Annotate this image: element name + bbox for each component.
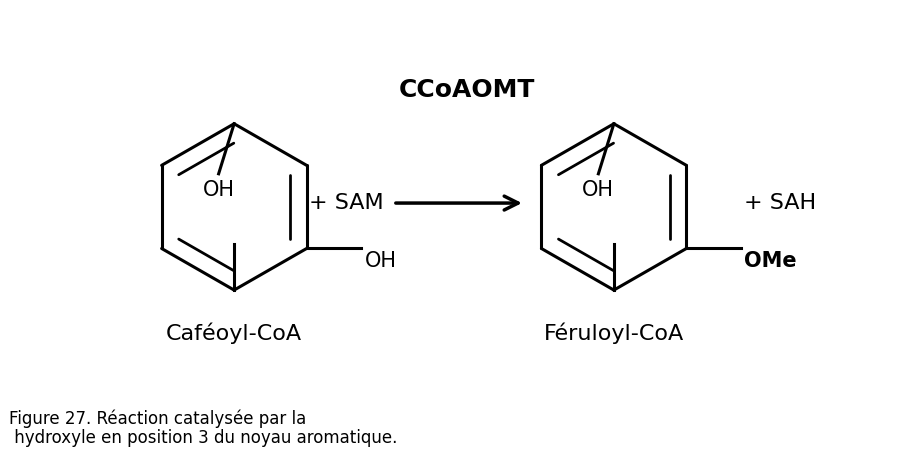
Text: OH: OH	[582, 180, 614, 200]
Text: + SAH: + SAH	[743, 193, 815, 213]
Text: OMe: OMe	[743, 251, 796, 271]
Text: Caféoyl-CoA: Caféoyl-CoA	[166, 323, 302, 344]
Text: OH: OH	[364, 251, 396, 271]
Text: Féruloyl-CoA: Féruloyl-CoA	[543, 323, 683, 344]
Text: OH: OH	[202, 180, 234, 200]
Text: CCoAOMT: CCoAOMT	[398, 79, 534, 102]
Text: Figure 27. Réaction catalysée par la: Figure 27. Réaction catalysée par la	[9, 409, 312, 428]
Text: hydroxyle en position 3 du noyau aromatique.: hydroxyle en position 3 du noyau aromati…	[9, 429, 397, 447]
Text: + SAM: + SAM	[309, 193, 384, 213]
